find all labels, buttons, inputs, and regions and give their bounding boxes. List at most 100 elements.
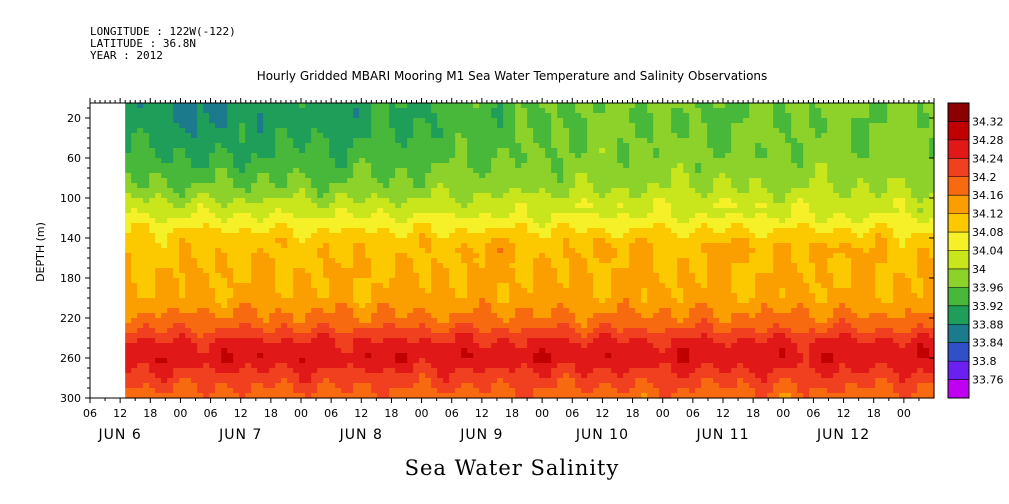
heatmap-cell xyxy=(155,278,162,284)
heatmap-cell xyxy=(137,103,144,109)
heatmap-cell xyxy=(425,293,432,299)
heatmap-cell xyxy=(341,168,348,174)
heatmap-cell xyxy=(263,128,270,134)
heatmap-cell xyxy=(221,383,228,389)
heatmap-cell xyxy=(191,233,198,239)
heatmap-cell xyxy=(419,113,426,119)
heatmap-cell xyxy=(473,358,480,364)
heatmap-cell xyxy=(299,333,306,339)
heatmap-cell xyxy=(329,208,336,214)
heatmap-cell xyxy=(209,163,216,169)
heatmap-cell xyxy=(575,223,582,229)
heatmap-cell xyxy=(503,198,510,204)
heatmap-cell xyxy=(581,133,588,139)
heatmap-cell xyxy=(395,138,402,144)
heatmap-cell xyxy=(605,193,612,199)
heatmap-cell xyxy=(281,273,288,279)
heatmap-cell xyxy=(227,183,234,189)
heatmap-cell xyxy=(257,353,264,359)
heatmap-cell xyxy=(551,363,558,369)
heatmap-cell xyxy=(611,358,618,364)
heatmap-cell xyxy=(179,118,186,124)
heatmap-cell xyxy=(191,118,198,124)
heatmap-cell xyxy=(227,273,234,279)
heatmap-cell xyxy=(269,213,276,219)
heatmap-cell xyxy=(389,158,396,164)
heatmap-cell xyxy=(125,388,132,394)
heatmap-cell xyxy=(191,343,198,349)
heatmap-cell xyxy=(161,338,168,344)
heatmap-cell xyxy=(323,208,330,214)
heatmap-cell xyxy=(479,203,486,209)
heatmap-cell xyxy=(473,123,480,129)
heatmap-cell xyxy=(221,343,228,349)
heatmap-cell xyxy=(563,108,570,114)
heatmap-cell xyxy=(353,368,360,374)
heatmap-cell xyxy=(473,118,480,124)
heatmap-cell xyxy=(377,323,384,329)
heatmap-cell xyxy=(419,208,426,214)
heatmap-cell xyxy=(299,148,306,154)
heatmap-cell xyxy=(407,343,414,349)
heatmap-cell xyxy=(545,378,552,384)
heatmap-cell xyxy=(221,158,228,164)
heatmap-cell xyxy=(449,373,456,379)
heatmap-cell xyxy=(257,253,264,259)
heatmap-cell xyxy=(317,303,324,309)
heatmap-cell xyxy=(329,188,336,194)
heatmap-cell xyxy=(281,293,288,299)
heatmap-cell xyxy=(449,328,456,334)
heatmap-cell xyxy=(539,178,546,184)
heatmap-cell xyxy=(401,278,408,284)
heatmap-cell xyxy=(371,108,378,114)
heatmap-cell xyxy=(185,108,192,114)
heatmap-cell xyxy=(491,288,498,294)
heatmap-cell xyxy=(593,328,600,334)
heatmap-cell xyxy=(413,298,420,304)
heatmap-cell xyxy=(455,128,462,134)
heatmap-cell xyxy=(347,243,354,249)
heatmap-cell xyxy=(443,283,450,289)
heatmap-cell xyxy=(557,233,564,239)
heatmap-cell xyxy=(287,273,294,279)
heatmap-cell xyxy=(191,198,198,204)
heatmap-cell xyxy=(347,228,354,234)
heatmap-cell xyxy=(131,288,138,294)
heatmap-cell xyxy=(449,303,456,309)
heatmap-cell xyxy=(551,243,558,249)
heatmap-cell xyxy=(347,388,354,394)
heatmap-cell xyxy=(185,163,192,169)
heatmap-cell xyxy=(329,173,336,179)
heatmap-cell xyxy=(287,258,294,264)
heatmap-cell xyxy=(227,268,234,274)
heatmap-cell xyxy=(167,198,174,204)
heatmap-cell xyxy=(401,158,408,164)
heatmap-cell xyxy=(143,203,150,209)
heatmap-cell xyxy=(467,123,474,129)
heatmap-cell xyxy=(149,138,156,144)
heatmap-cell xyxy=(413,188,420,194)
heatmap-cell xyxy=(611,288,618,294)
heatmap-cell xyxy=(581,338,588,344)
heatmap-cell xyxy=(305,228,312,234)
heatmap-cell xyxy=(437,248,444,254)
heatmap-cell xyxy=(461,103,468,109)
heatmap-cell xyxy=(401,183,408,189)
heatmap-cell xyxy=(311,348,318,354)
heatmap-cell xyxy=(575,108,582,114)
heatmap-cell xyxy=(443,253,450,259)
heatmap-cell xyxy=(629,243,636,249)
heatmap-cell xyxy=(515,223,522,229)
heatmap-cell xyxy=(623,333,630,339)
heatmap-cell xyxy=(227,128,234,134)
heatmap-cell xyxy=(413,373,420,379)
heatmap-cell xyxy=(389,253,396,259)
heatmap-cell xyxy=(425,378,432,384)
heatmap-cell xyxy=(527,103,534,109)
heatmap-cell xyxy=(395,153,402,159)
heatmap-cell xyxy=(275,363,282,369)
heatmap-cell xyxy=(515,228,522,234)
heatmap-cell xyxy=(329,108,336,114)
heatmap-cell xyxy=(239,343,246,349)
heatmap-cell xyxy=(197,223,204,229)
